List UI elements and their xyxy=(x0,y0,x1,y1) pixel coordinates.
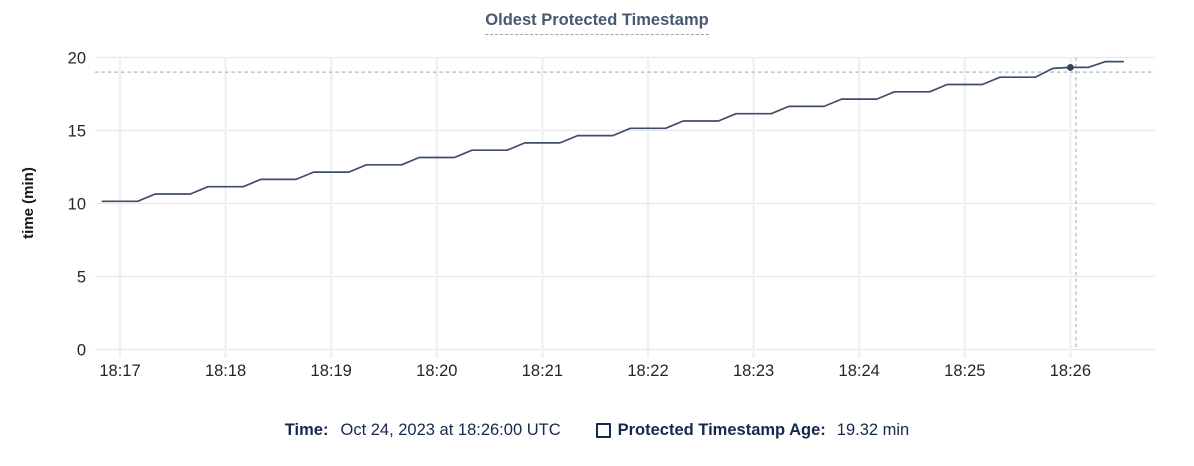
y-tick-label: 10 xyxy=(68,196,86,214)
series-line-protected-timestamp-age xyxy=(101,60,1125,203)
chart-plot-area[interactable]: 0 5 10 15 20 18:17 18:18 18:19 18:20 18:21 18:22 18… xyxy=(0,0,1194,400)
y-tick-label: 15 xyxy=(68,123,86,141)
tooltip-series-value: 19.32 min xyxy=(836,421,910,439)
x-tick-label: 18:18 xyxy=(205,362,246,380)
x-tick-label: 18:21 xyxy=(522,362,563,380)
hover-point-dot xyxy=(1067,64,1074,71)
x-tick-label: 18:20 xyxy=(416,362,457,380)
chart-header: Oldest Protected Timestamp xyxy=(0,11,1194,35)
y-tick-label: 20 xyxy=(68,50,86,68)
x-tick-label: 18:17 xyxy=(99,362,140,380)
x-tick-label: 18:24 xyxy=(839,362,880,380)
x-tick-label: 18:26 xyxy=(1050,362,1091,380)
hover-tooltip-bar: Time: Oct 24, 2023 at 18:26:00 UTC Prote… xyxy=(0,420,1194,440)
chart-title[interactable]: Oldest Protected Timestamp xyxy=(485,11,709,35)
y-tick-label: 0 xyxy=(77,342,86,360)
legend-checkbox-icon[interactable] xyxy=(595,422,611,438)
x-tick-label: 18:23 xyxy=(733,362,774,380)
legend-item-protected-timestamp-age[interactable]: Protected Timestamp Age: 19.32 min xyxy=(595,420,910,440)
tooltip-series-label: Protected Timestamp Age: xyxy=(617,421,826,439)
y-tick-label: 5 xyxy=(77,269,86,287)
tooltip-time-value: Oct 24, 2023 at 18:26:00 UTC xyxy=(340,421,561,439)
tooltip-time-label: Time: xyxy=(284,421,329,439)
x-tick-label: 18:19 xyxy=(311,362,352,380)
y-axis-label: time (min) xyxy=(20,167,37,239)
x-tick-label: 18:22 xyxy=(627,362,668,380)
tooltip-time-group: Time: Oct 24, 2023 at 18:26:00 UTC xyxy=(285,420,561,440)
x-tick-label: 18:25 xyxy=(944,362,985,380)
